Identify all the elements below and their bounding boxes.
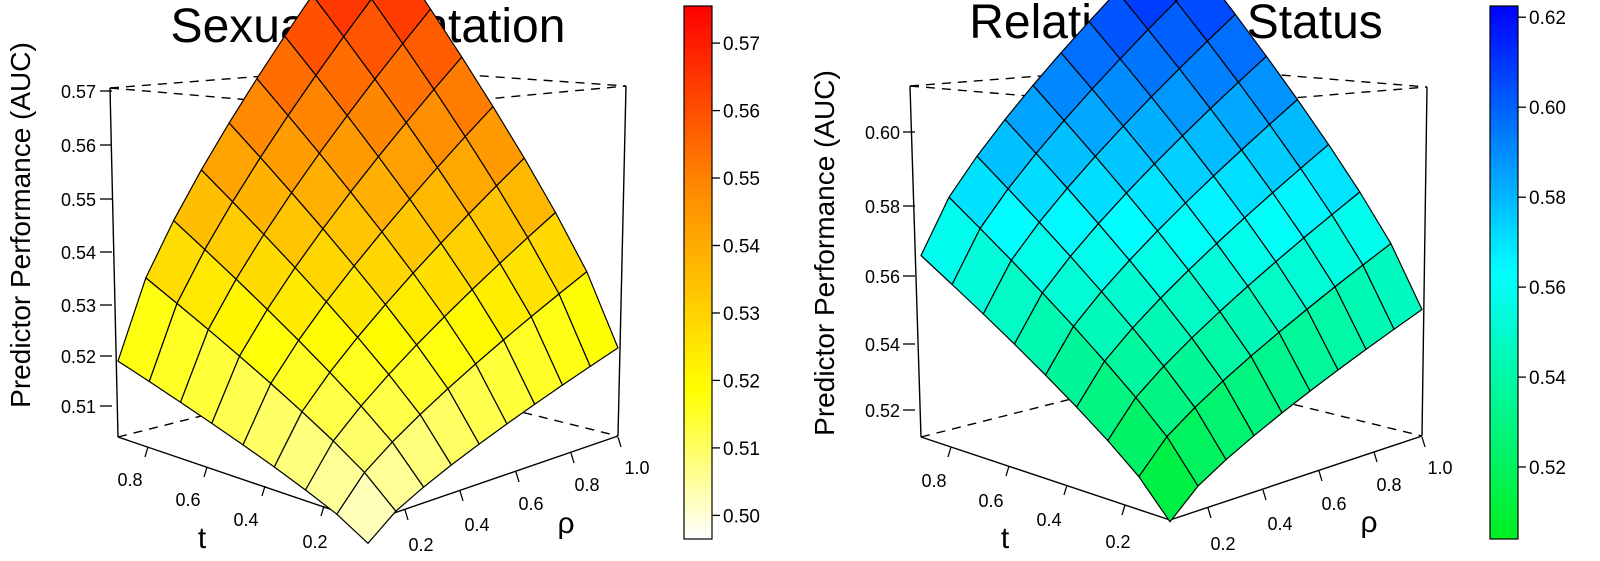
rho-tick-label: 1.0 [1427, 458, 1452, 478]
rho-tick-label: 0.6 [518, 494, 543, 514]
z-tick-label: 0.51 [61, 397, 96, 417]
colorbar-tick-label: 0.62 [1529, 8, 1566, 29]
t-axis-tick-labels: 0.8 0.6 0.4 0.2 [921, 471, 1130, 552]
rho-tick-label: 0.4 [1267, 514, 1292, 534]
colorbar-tick-label: 0.52 [723, 371, 760, 392]
z-axis-label: Predictor Performance (AUC) [5, 42, 36, 408]
z-axis-tick-labels: 0.57 0.56 0.55 0.54 0.53 0.52 0.51 [61, 82, 96, 417]
rho-axis-label: ρ [1360, 506, 1377, 539]
z-axis-label-group: Predictor Performance (AUC) [5, 42, 36, 408]
colorbar-tick-label: 0.58 [1529, 188, 1566, 209]
z-tick-label: 0.52 [61, 347, 96, 367]
z-axis-label-group: Predictor Performance (AUC) [809, 70, 840, 436]
z-tick-label: 0.56 [865, 267, 900, 287]
t-tick-label: 0.2 [1105, 532, 1130, 552]
z-tick-label: 0.58 [865, 197, 900, 217]
colorbar: 0.52 0.54 0.56 0.58 0.60 0.62 [1489, 5, 1566, 540]
z-tick-label: 0.52 [865, 401, 900, 421]
z-tick-label: 0.53 [61, 296, 96, 316]
colorbar-tick-label: 0.60 [1529, 98, 1566, 119]
z-tick-label: 0.60 [865, 123, 900, 143]
rho-tick-label: 0.2 [1210, 534, 1235, 554]
rho-tick-label: 0.8 [574, 475, 599, 495]
colorbar-tick-label: 0.54 [1529, 368, 1566, 389]
t-axis-tick-labels: 0.8 0.6 0.4 0.2 [117, 470, 327, 552]
rho-axis-ticks [404, 436, 622, 521]
surface-plot [920, 0, 1423, 523]
colorbar-tick-label: 0.53 [723, 304, 760, 325]
z-axis-ticks [903, 131, 915, 411]
panel-relationship-status: Relationship Status Predictor Performanc… [809, 0, 1566, 555]
rho-axis-tick-labels: 0.2 0.4 0.6 0.8 1.0 [408, 458, 649, 555]
rho-tick-label: 0.6 [1321, 494, 1346, 514]
surface-plot [117, 0, 619, 544]
t-axis-label: t [198, 522, 207, 555]
z-tick-label: 0.56 [61, 136, 96, 156]
colorbar-gradient [1489, 5, 1519, 540]
z-tick-label: 0.54 [865, 335, 900, 355]
colorbar-tick-label: 0.54 [723, 237, 760, 258]
colorbar-tick-label: 0.55 [723, 169, 760, 190]
colorbar-gradient [683, 5, 713, 540]
t-tick-label: 0.6 [978, 491, 1003, 511]
colorbar-tick-label: 0.57 [723, 34, 760, 55]
z-tick-label: 0.55 [61, 190, 96, 210]
colorbar-tick-label: 0.51 [723, 439, 760, 460]
t-tick-label: 0.8 [117, 470, 142, 490]
colorbar-ticks: 0.52 0.54 0.56 0.58 0.60 0.62 [1518, 8, 1566, 479]
colorbar-tick-label: 0.52 [1529, 458, 1566, 479]
colorbar-tick-label: 0.56 [1529, 278, 1566, 299]
t-tick-label: 0.4 [1036, 510, 1061, 530]
z-axis-label: Predictor Performance (AUC) [809, 70, 840, 436]
surface-cell [336, 471, 397, 544]
panel-sexual-orientation: Sexual Orientation Predictor Performance… [5, 0, 760, 555]
z-axis-ticks [100, 90, 112, 407]
t-tick-label: 0.6 [175, 490, 200, 510]
rho-tick-label: 1.0 [624, 458, 649, 478]
rho-axis-tick-labels: 0.2 0.4 0.6 0.8 1.0 [1210, 458, 1452, 554]
surface-cell [1138, 436, 1199, 523]
colorbar-ticks: 0.50 0.51 0.52 0.53 0.54 0.55 0.56 0.57 [712, 34, 760, 527]
rho-tick-label: 0.2 [408, 535, 433, 555]
t-axis-label: t [1001, 522, 1010, 555]
rho-tick-label: 0.4 [464, 515, 489, 535]
z-tick-label: 0.54 [61, 243, 96, 263]
t-tick-label: 0.2 [302, 532, 327, 552]
rho-axis-label: ρ [557, 507, 574, 540]
rho-axis-ticks [1207, 436, 1426, 519]
t-tick-label: 0.4 [233, 510, 258, 530]
z-axis-tick-labels: 0.60 0.58 0.56 0.54 0.52 [865, 123, 900, 421]
t-axis-ticks [947, 446, 1126, 516]
colorbar-tick-label: 0.56 [723, 102, 760, 123]
rho-tick-label: 0.8 [1376, 475, 1401, 495]
colorbar-tick-label: 0.50 [723, 506, 760, 527]
z-tick-label: 0.57 [61, 82, 96, 102]
colorbar: 0.50 0.51 0.52 0.53 0.54 0.55 0.56 0.57 [683, 5, 760, 540]
t-axis-ticks [144, 446, 325, 517]
t-tick-label: 0.8 [921, 471, 946, 491]
